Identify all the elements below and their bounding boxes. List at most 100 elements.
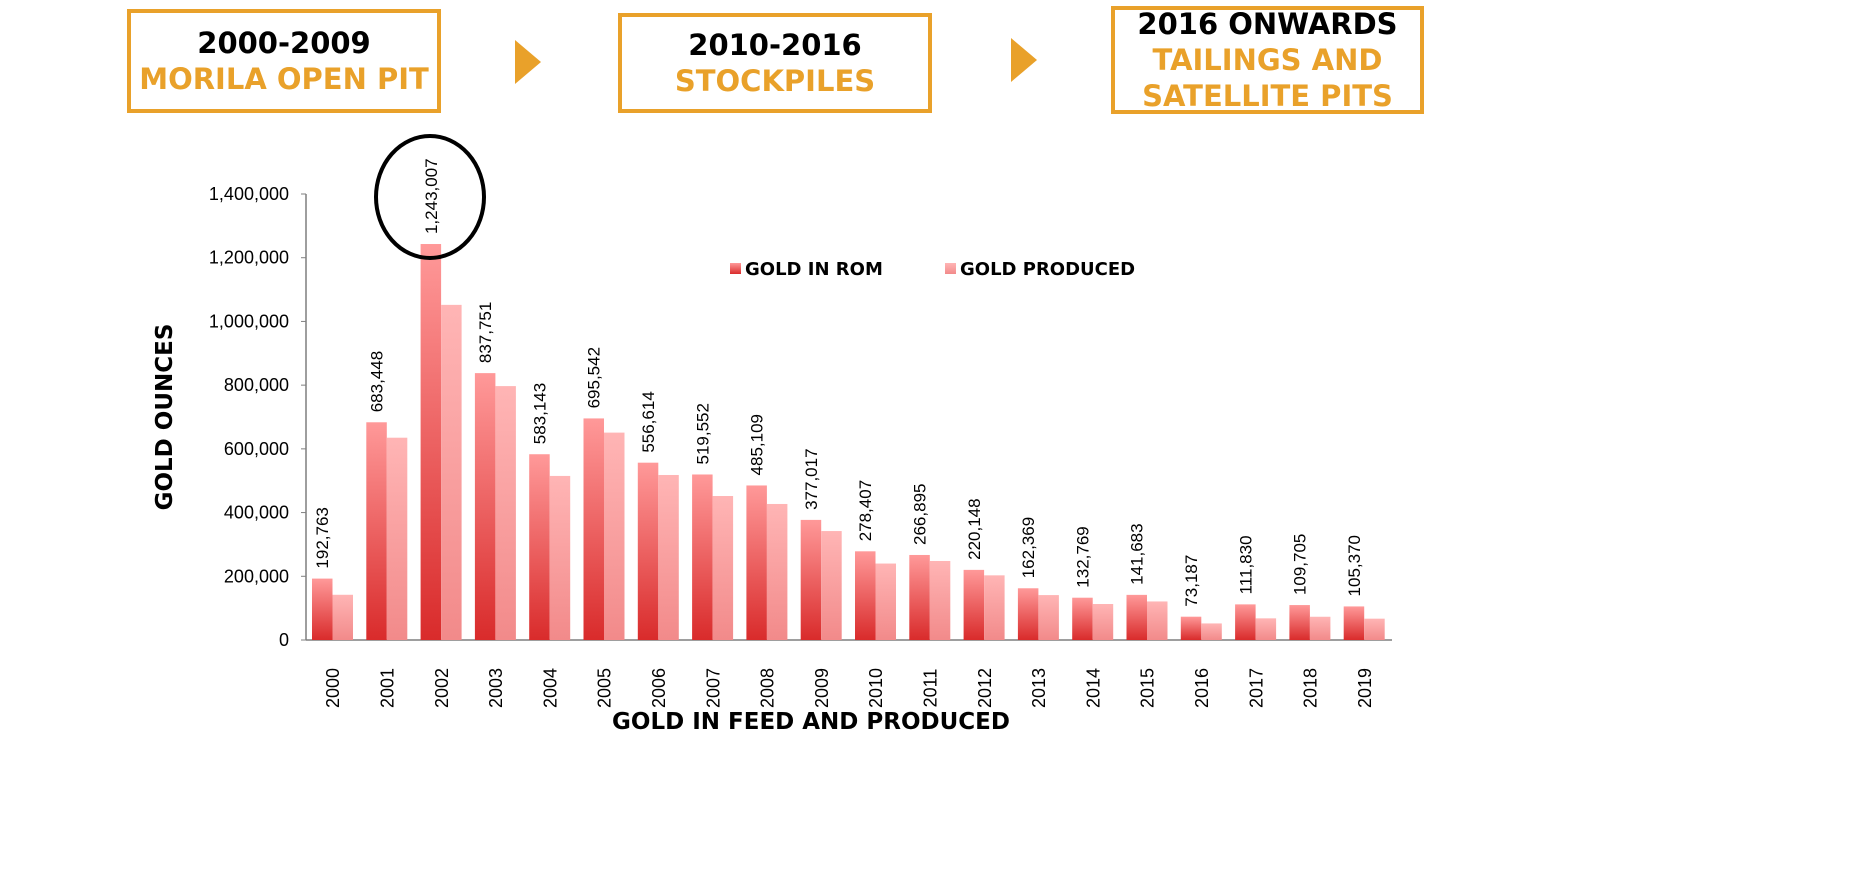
bar-gold-produced-2010 <box>875 563 896 640</box>
data-label-2014: 132,769 <box>1073 526 1092 587</box>
y-tick-label: 0 <box>279 630 289 650</box>
bar-gold-produced-2006 <box>658 474 679 640</box>
data-label-2019: 105,370 <box>1345 535 1364 596</box>
bar-gold-in-rom-2012 <box>963 569 985 640</box>
bar-gold-in-rom-2019 <box>1343 606 1365 640</box>
y-tick-label: 1,400,000 <box>209 184 289 204</box>
data-label-2011: 266,895 <box>911 484 930 545</box>
bar-gold-produced-2009 <box>821 531 842 640</box>
bar-gold-produced-2011 <box>929 560 951 640</box>
x-tick-label-2011: 2011 <box>920 669 940 708</box>
x-tick-label-2015: 2015 <box>1138 668 1158 708</box>
data-label-2013: 162,369 <box>1019 517 1038 578</box>
x-tick-label-2013: 2013 <box>1029 668 1049 708</box>
bar-gold-produced-2012 <box>984 575 1005 640</box>
bar-gold-in-rom-2004 <box>529 454 550 640</box>
phase-desc: SATELLITE PITS <box>1142 79 1393 113</box>
phase-year: 2016 ONWARDS <box>1137 7 1398 41</box>
bar-gold-in-rom-2000 <box>312 578 333 640</box>
bar-gold-produced-2014 <box>1092 604 1114 640</box>
bar-gold-in-rom-2002 <box>420 244 442 640</box>
y-tick-label: 1,000,000 <box>209 311 289 331</box>
bar-gold-in-rom-2011 <box>909 554 930 640</box>
bar-gold-in-rom-2015 <box>1126 594 1147 640</box>
data-label-2003: 837,751 <box>476 302 495 363</box>
bar-gold-in-rom-2010 <box>855 551 876 640</box>
data-label-2005: 695,542 <box>585 347 604 408</box>
bar-gold-produced-2000 <box>332 594 353 640</box>
x-tick-label-2008: 2008 <box>758 668 778 708</box>
bar-gold-produced-2007 <box>712 496 734 640</box>
x-tick-label-2005: 2005 <box>595 668 615 708</box>
bar-gold-in-rom-2003 <box>474 373 496 640</box>
highlight-ellipse <box>374 134 486 260</box>
x-tick-label-2007: 2007 <box>703 668 723 708</box>
x-tick-label-2010: 2010 <box>866 668 886 708</box>
bar-gold-produced-2001 <box>386 437 408 640</box>
legend-label-rom: GOLD IN ROM <box>745 259 883 280</box>
bar-gold-produced-2015 <box>1147 601 1168 640</box>
legend-swatch-rom <box>730 263 741 274</box>
bar-gold-in-rom-2014 <box>1072 597 1093 640</box>
bar-gold-in-rom-2013 <box>1017 588 1039 640</box>
bar-gold-in-rom-2008 <box>746 485 767 640</box>
legend-label-produced: GOLD PRODUCED <box>960 259 1135 280</box>
phase-year: 2000-2009 <box>197 26 371 60</box>
phase-desc: MORILA OPEN PIT <box>139 62 429 96</box>
bar-gold-produced-2013 <box>1038 595 1059 640</box>
y-axis-title: GOLD OUNCES <box>152 324 178 511</box>
x-tick-label-2001: 2001 <box>377 668 397 708</box>
x-tick-label-2002: 2002 <box>432 668 452 708</box>
x-tick-label-2009: 2009 <box>812 668 832 708</box>
bar-gold-in-rom-2005 <box>583 418 604 640</box>
bar-gold-in-rom-2007 <box>692 474 713 640</box>
y-tick-label: 400,000 <box>224 503 289 523</box>
data-label-2017: 111,830 <box>1236 535 1255 594</box>
chevron-right-icon <box>1011 38 1037 82</box>
x-tick-label-2017: 2017 <box>1246 668 1266 708</box>
data-label-2010: 278,407 <box>856 480 875 541</box>
phase-box-2016-onwards: 2016 ONWARDS TAILINGS AND SATELLITE PITS <box>1111 6 1424 114</box>
x-tick-label-2016: 2016 <box>1192 668 1212 708</box>
data-label-2009: 377,017 <box>802 448 821 509</box>
x-tick-label-2003: 2003 <box>486 668 506 708</box>
bar-gold-in-rom-2006 <box>637 462 659 640</box>
data-label-2015: 141,683 <box>1128 523 1147 584</box>
bar-gold-produced-2005 <box>604 432 625 640</box>
data-label-2012: 220,148 <box>965 498 984 559</box>
phase-year: 2010-2016 <box>688 28 862 62</box>
bar-gold-produced-2018 <box>1309 616 1331 640</box>
bar-gold-in-rom-2009 <box>800 519 822 640</box>
y-tick-label: 800,000 <box>224 375 289 395</box>
phase-box-2010-2016: 2010-2016 STOCKPILES <box>618 13 932 113</box>
legend: GOLD IN ROM GOLD PRODUCED <box>730 259 1135 280</box>
x-tick-label-2000: 2000 <box>323 668 343 708</box>
bar-gold-in-rom-2018 <box>1289 605 1310 640</box>
bar-gold-in-rom-2001 <box>366 422 387 640</box>
data-label-2016: 73,187 <box>1182 555 1201 607</box>
bar-gold-produced-2002 <box>441 304 462 640</box>
data-label-2008: 485,109 <box>748 414 767 475</box>
legend-swatch-produced <box>945 263 956 274</box>
data-label-2018: 109,705 <box>1291 534 1310 595</box>
data-label-2001: 683,448 <box>368 351 387 412</box>
bar-gold-produced-2003 <box>495 386 516 640</box>
phase-desc: TAILINGS AND <box>1152 43 1383 77</box>
bar-gold-produced-2008 <box>766 503 788 640</box>
chevron-right-icon <box>515 40 541 84</box>
data-label-2006: 556,614 <box>639 391 658 452</box>
x-tick-label-2019: 2019 <box>1355 668 1375 708</box>
data-label-2002: 1,243,007 <box>422 158 441 234</box>
data-label-2007: 519,552 <box>693 403 712 464</box>
x-tick-label-2014: 2014 <box>1083 668 1103 708</box>
x-tick-label-2012: 2012 <box>975 668 995 708</box>
x-axis-title: GOLD IN FEED AND PRODUCED <box>612 709 1010 735</box>
bar-gold-produced-2004 <box>549 475 571 640</box>
bar-gold-produced-2017 <box>1255 618 1277 640</box>
x-tick-label-2006: 2006 <box>649 668 669 708</box>
x-tick-label-2004: 2004 <box>540 668 560 708</box>
bar-gold-produced-2019 <box>1364 618 1385 640</box>
y-tick-label: 1,200,000 <box>209 248 289 268</box>
bar-gold-in-rom-2016 <box>1180 616 1202 640</box>
